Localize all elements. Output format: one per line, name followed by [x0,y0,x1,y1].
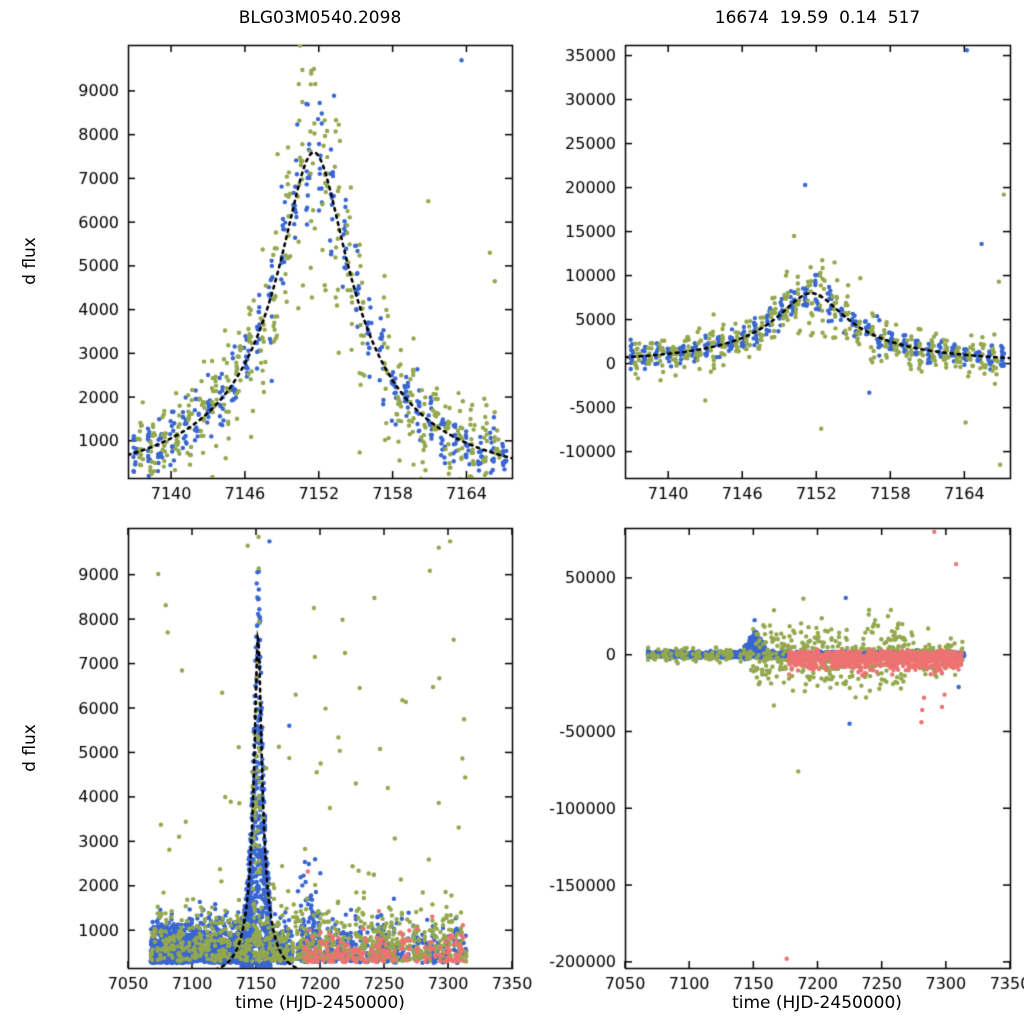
x-axis-label-bottom-right: time (HJD-2450000) [732,993,902,1013]
panel-title-fit-params: 16674 19.59 0.14 517 [714,8,921,28]
y-axis-label-top-left: d flux [20,237,40,285]
panel-title-object-id: BLG03M0540.2098 [238,8,402,28]
y-axis-label-bottom-left: d flux [20,724,40,772]
x-axis-label-bottom-left: time (HJD-2450000) [235,993,405,1013]
